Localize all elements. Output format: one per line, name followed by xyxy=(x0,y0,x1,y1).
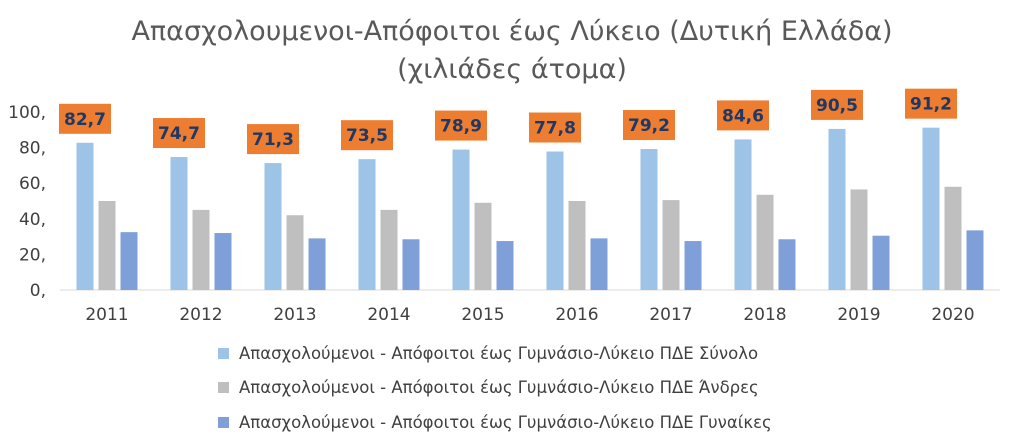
x-tick-label: 2013 xyxy=(273,305,316,325)
data-label: 82,7 xyxy=(64,110,106,130)
legend-swatch-total xyxy=(218,348,229,359)
bar-series-1 xyxy=(944,186,962,290)
data-label-box xyxy=(811,89,863,120)
bar-series-1 xyxy=(662,200,680,290)
bar-series-2 xyxy=(308,238,326,290)
y-tick-label: 40, xyxy=(19,210,46,230)
data-label-box xyxy=(153,118,205,149)
data-label-box xyxy=(529,112,581,143)
bar-series-0 xyxy=(170,157,188,290)
data-label: 78,9 xyxy=(440,117,482,137)
bar-series-0 xyxy=(76,142,94,290)
y-tick-label: 80, xyxy=(19,139,46,159)
bar-series-0 xyxy=(922,127,940,290)
bar-series-2 xyxy=(590,238,608,290)
bar-series-0 xyxy=(264,163,282,290)
bar-series-2 xyxy=(496,241,514,290)
bar-series-1 xyxy=(474,202,492,290)
bar-series-2 xyxy=(684,241,702,290)
y-tick-label: 0, xyxy=(30,281,46,301)
data-label: 84,6 xyxy=(722,106,764,126)
bar-series-1 xyxy=(756,194,774,290)
bar-series-0 xyxy=(828,128,846,290)
data-label: 71,3 xyxy=(252,130,294,150)
legend-item-total: Απασχολούμενοι - Απόφοιτοι έως Γυμνάσιο-… xyxy=(218,344,758,363)
chart-subtitle: (χιλιάδες άτομα) xyxy=(397,54,627,85)
data-label-box xyxy=(341,120,393,151)
bar-series-0 xyxy=(640,149,658,290)
x-tick-label: 2019 xyxy=(837,305,880,325)
x-tick-label: 2016 xyxy=(555,305,598,325)
y-tick-label: 20, xyxy=(19,245,46,265)
data-label-box xyxy=(59,103,111,134)
data-label: 90,5 xyxy=(816,96,858,116)
data-label: 79,2 xyxy=(628,116,670,136)
legend-item-men: Απασχολούμενοι - Απόφοιτοι έως Γυμνάσιο-… xyxy=(218,378,759,397)
x-tick-label: 2015 xyxy=(461,305,504,325)
bar-series-1 xyxy=(286,215,304,290)
data-label-box xyxy=(247,124,299,155)
legend-swatch-women xyxy=(218,417,229,428)
bar-series-1 xyxy=(98,201,116,290)
x-tick-label: 2018 xyxy=(743,305,786,325)
x-tick-label: 2017 xyxy=(649,305,692,325)
bar-series-2 xyxy=(778,239,796,290)
bar-series-2 xyxy=(872,235,890,290)
x-tick-label: 2014 xyxy=(367,305,410,325)
bar-series-1 xyxy=(380,209,398,290)
data-label-box xyxy=(905,88,957,119)
legend-swatch-men xyxy=(218,382,229,393)
bar-series-1 xyxy=(850,189,868,290)
x-tick-label: 2011 xyxy=(85,305,128,325)
bar-series-2 xyxy=(214,233,232,290)
bar-series-0 xyxy=(452,149,470,290)
bar-series-0 xyxy=(734,139,752,290)
bar-series-1 xyxy=(568,201,586,290)
bar-series-0 xyxy=(358,159,376,290)
chart-title: Απασχολουμενοι-Απόφοιτοι έως Λύκειο (Δυτ… xyxy=(131,16,893,47)
bar-series-0 xyxy=(546,151,564,290)
data-label-box xyxy=(717,100,769,131)
bar-series-2 xyxy=(402,239,420,290)
data-label: 74,7 xyxy=(158,124,200,144)
legend-label-men: Απασχολούμενοι - Απόφοιτοι έως Γυμνάσιο-… xyxy=(239,378,759,397)
y-tick-label: 60, xyxy=(19,174,46,194)
bar-series-2 xyxy=(120,232,138,290)
x-tick-label: 2012 xyxy=(179,305,222,325)
legend-label-total: Απασχολούμενοι - Απόφοιτοι έως Γυμνάσιο-… xyxy=(239,344,759,363)
x-tick-label: 2020 xyxy=(931,305,974,325)
data-label: 77,8 xyxy=(534,119,576,139)
data-label-box xyxy=(623,110,675,141)
bar-series-1 xyxy=(192,209,210,290)
data-label: 91,2 xyxy=(910,95,952,115)
bar-series-2 xyxy=(966,230,984,290)
data-label: 73,5 xyxy=(346,126,388,146)
legend-label-women: Απασχολούμενοι - Απόφοιτοι έως Γυμνάσιο-… xyxy=(239,413,772,432)
data-label-box xyxy=(435,110,487,141)
legend-item-women: Απασχολούμενοι - Απόφοιτοι έως Γυμνάσιο-… xyxy=(218,413,772,432)
y-tick-label: 100, xyxy=(8,103,46,123)
